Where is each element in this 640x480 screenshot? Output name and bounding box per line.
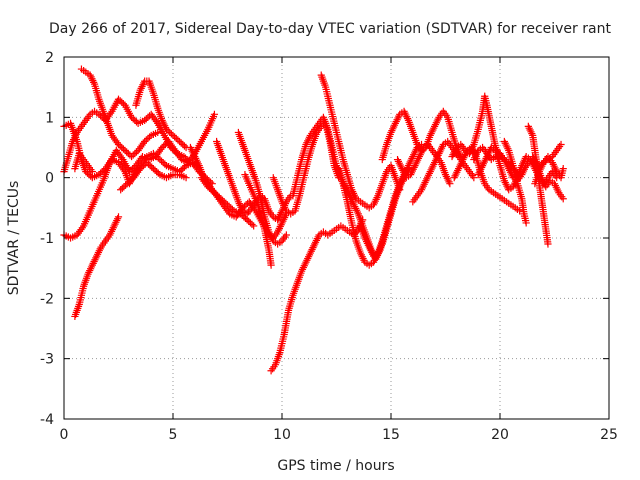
data-point (557, 140, 565, 149)
data-point (114, 213, 123, 221)
series-arc-10 (197, 174, 258, 230)
data-point (446, 180, 454, 188)
grid (64, 57, 609, 419)
y-axis-label: SDTVAR / TECUs (6, 181, 22, 296)
data-point (88, 168, 96, 176)
x-axis-label: GPS time / hours (277, 458, 394, 474)
y-tick-label: -4 (40, 412, 54, 428)
data-point (210, 110, 219, 118)
series-arc-13 (241, 171, 275, 269)
plot-frame (63, 56, 610, 420)
series-arc-9 (186, 143, 290, 242)
series-arc-17 (317, 71, 404, 212)
y-tick-label: -3 (40, 352, 54, 368)
x-tick-label: 10 (273, 427, 291, 443)
data-point (154, 128, 162, 137)
data-point (559, 195, 567, 203)
data-point (522, 219, 530, 227)
x-tick-label: 25 (600, 427, 618, 443)
data-point (516, 207, 524, 215)
series-arc-8 (132, 77, 190, 152)
x-tick-label: 0 (60, 427, 69, 443)
series-arc-14 (269, 119, 343, 218)
data-point (559, 165, 567, 173)
y-tick-label: 2 (45, 50, 54, 66)
y-tick-label: -2 (40, 291, 54, 307)
series-arc-7 (117, 158, 190, 194)
x-tick-label: 15 (382, 427, 400, 443)
data-point (282, 231, 290, 239)
series-arc-21 (393, 140, 454, 188)
series-arc-30 (531, 152, 567, 188)
x-tick-label: 20 (491, 427, 509, 443)
series-arc-4 (71, 149, 96, 176)
data-point (470, 174, 478, 182)
data-series (60, 65, 567, 375)
series-arc-5 (71, 213, 123, 321)
data-point (267, 261, 275, 269)
data-point (250, 222, 258, 230)
y-tick-label: 1 (45, 110, 54, 126)
series-arc-27 (500, 137, 530, 227)
chart-title: Day 266 of 2017, Sidereal Day-to-day VTE… (49, 21, 611, 37)
series-arc-2 (60, 110, 219, 242)
y-tick-label: -1 (40, 231, 54, 247)
x-tick-label: 5 (169, 427, 178, 443)
data-point (544, 240, 552, 248)
data-point (182, 174, 190, 182)
y-tick-label: 0 (45, 171, 54, 187)
series-arc-6 (77, 65, 162, 161)
series-arc-22 (409, 137, 478, 206)
series-arc-19 (356, 140, 426, 260)
axis-ticks: 0 5 10 15 20 25 -4 -3 -2 -1 0 1 2 (40, 50, 618, 443)
